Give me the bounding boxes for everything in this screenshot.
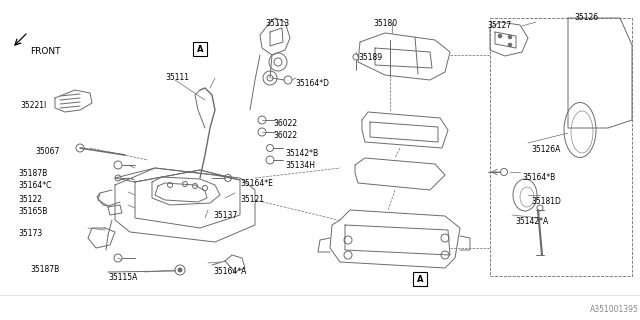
- Text: 35187B: 35187B: [18, 170, 47, 179]
- Text: A: A: [196, 44, 204, 53]
- Text: 35111: 35111: [165, 74, 189, 83]
- Text: 35122: 35122: [18, 195, 42, 204]
- Bar: [490, 18, 632, 276]
- Text: 35127: 35127: [487, 21, 511, 30]
- Text: 35137: 35137: [213, 212, 237, 220]
- Circle shape: [178, 268, 182, 272]
- Text: 36022: 36022: [273, 132, 297, 140]
- Text: 35126: 35126: [574, 13, 598, 22]
- Circle shape: [508, 35, 512, 39]
- Text: 35113: 35113: [265, 20, 289, 28]
- Text: 35165B: 35165B: [18, 207, 47, 217]
- Text: 35067: 35067: [35, 147, 60, 156]
- Text: 35115A: 35115A: [108, 274, 138, 283]
- FancyBboxPatch shape: [193, 42, 207, 56]
- Text: 35164*E: 35164*E: [240, 180, 273, 188]
- Circle shape: [508, 43, 512, 47]
- Text: A351001395: A351001395: [590, 306, 639, 315]
- Text: 35164*A: 35164*A: [213, 267, 246, 276]
- FancyBboxPatch shape: [413, 272, 427, 286]
- Text: 35180: 35180: [373, 20, 397, 28]
- Text: FRONT: FRONT: [30, 47, 61, 57]
- Text: 35126A: 35126A: [531, 145, 561, 154]
- Text: 36022: 36022: [273, 119, 297, 129]
- Circle shape: [498, 34, 502, 38]
- Text: 35187B: 35187B: [30, 265, 60, 274]
- Text: 35142*A: 35142*A: [515, 217, 548, 226]
- Text: 35221I: 35221I: [20, 101, 46, 110]
- Text: 35164*D: 35164*D: [295, 79, 329, 89]
- Text: 35121: 35121: [240, 195, 264, 204]
- Text: 35134H: 35134H: [285, 162, 315, 171]
- Text: 35189: 35189: [358, 53, 382, 62]
- Text: 35142*B: 35142*B: [285, 149, 318, 158]
- Text: 35181D: 35181D: [531, 196, 561, 205]
- Text: A: A: [417, 275, 423, 284]
- Text: 35173: 35173: [18, 229, 42, 238]
- Text: 35164*B: 35164*B: [522, 173, 556, 182]
- Text: 35164*C: 35164*C: [18, 181, 51, 190]
